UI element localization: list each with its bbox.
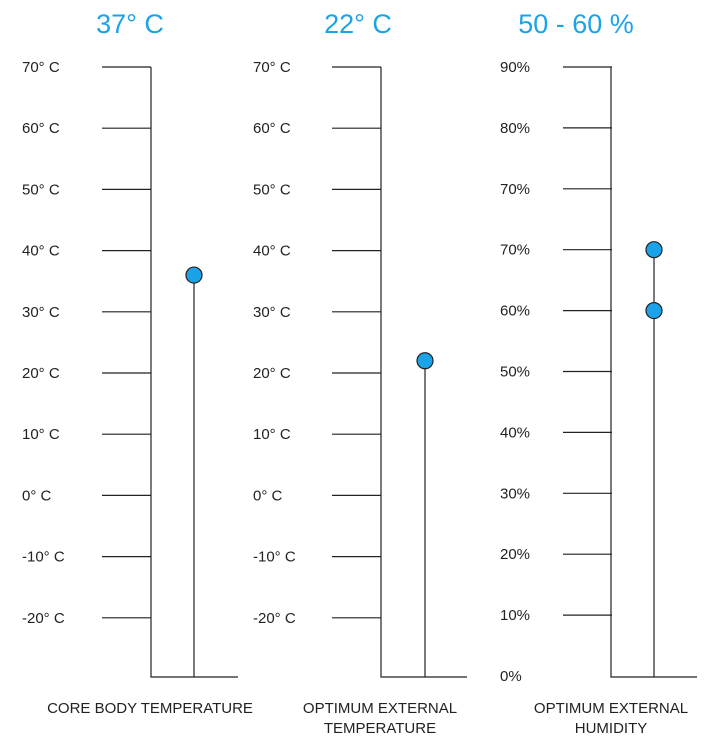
panel-1-axis [150,67,238,678]
panel-3-tick-label: 0% [500,668,522,685]
panel-3-tick-label: 80% [500,120,530,137]
panel-1-tick-label: 10° C [22,426,60,443]
panel-3-tick-label: 10% [500,607,530,624]
panel-2-tick-label: 40° C [253,243,291,260]
panel-2-axis [380,67,467,678]
panel-2-tick-label: 20° C [253,365,291,382]
panel-1-tick-label: 20° C [22,365,60,382]
panel-2-marker [416,352,434,370]
panel-1-tick-label: 30° C [22,304,60,321]
panel-1-tick-label: 50° C [22,181,60,198]
panel-1-marker [185,266,203,284]
panel-1-headline: 37° C [96,9,164,39]
panel-1-tick-label: 0° C [22,487,52,504]
panel-1-tick-label: 60° C [22,120,60,137]
panel-2-tick-label: 70° C [253,59,291,76]
panel-2-tick-label: 30° C [253,304,291,321]
panel-2-tick-label: 10° C [253,426,291,443]
panel-1-tick-label: -20° C [22,610,65,627]
panel-2-caption: OPTIMUM EXTERNAL [303,700,457,717]
panel-2-tick-label: -10° C [253,549,296,566]
panel-3-caption: HUMIDITY [575,720,648,737]
panel-3-axis [610,67,697,678]
panel-3-marker [645,302,663,320]
panel-3-tick-label: 50% [500,364,530,381]
panel-3-tick-label: 70% [500,181,530,198]
panel-2-tick-label: 50° C [253,181,291,198]
panel-3-headline: 50 - 60 % [518,9,634,39]
panel-3-tick-label: 70% [500,242,530,259]
panel-3-tick-label: 30% [500,485,530,502]
panel-3-marker [645,241,663,259]
panel-1-tick-label: 40° C [22,243,60,260]
panel-3-tick-label: 20% [500,546,530,563]
panel-1-tick-label: 70° C [22,59,60,76]
panel-2-tick-label: 0° C [253,487,283,504]
panel-1-caption: CORE BODY TEMPERATURE [47,700,253,717]
panel-3-caption: OPTIMUM EXTERNAL [534,700,688,717]
panel-2-headline: 22° C [324,9,392,39]
panel-2-caption: TEMPERATURE [324,720,436,737]
panel-3-tick-label: 40% [500,424,530,441]
panel-1-tick-label: -10° C [22,549,65,566]
panel-2-tick-label: 60° C [253,120,291,137]
panel-3-tick-label: 60% [500,303,530,320]
panel-3-tick-label: 90% [500,59,530,76]
panel-2-tick-label: -20° C [253,610,296,627]
